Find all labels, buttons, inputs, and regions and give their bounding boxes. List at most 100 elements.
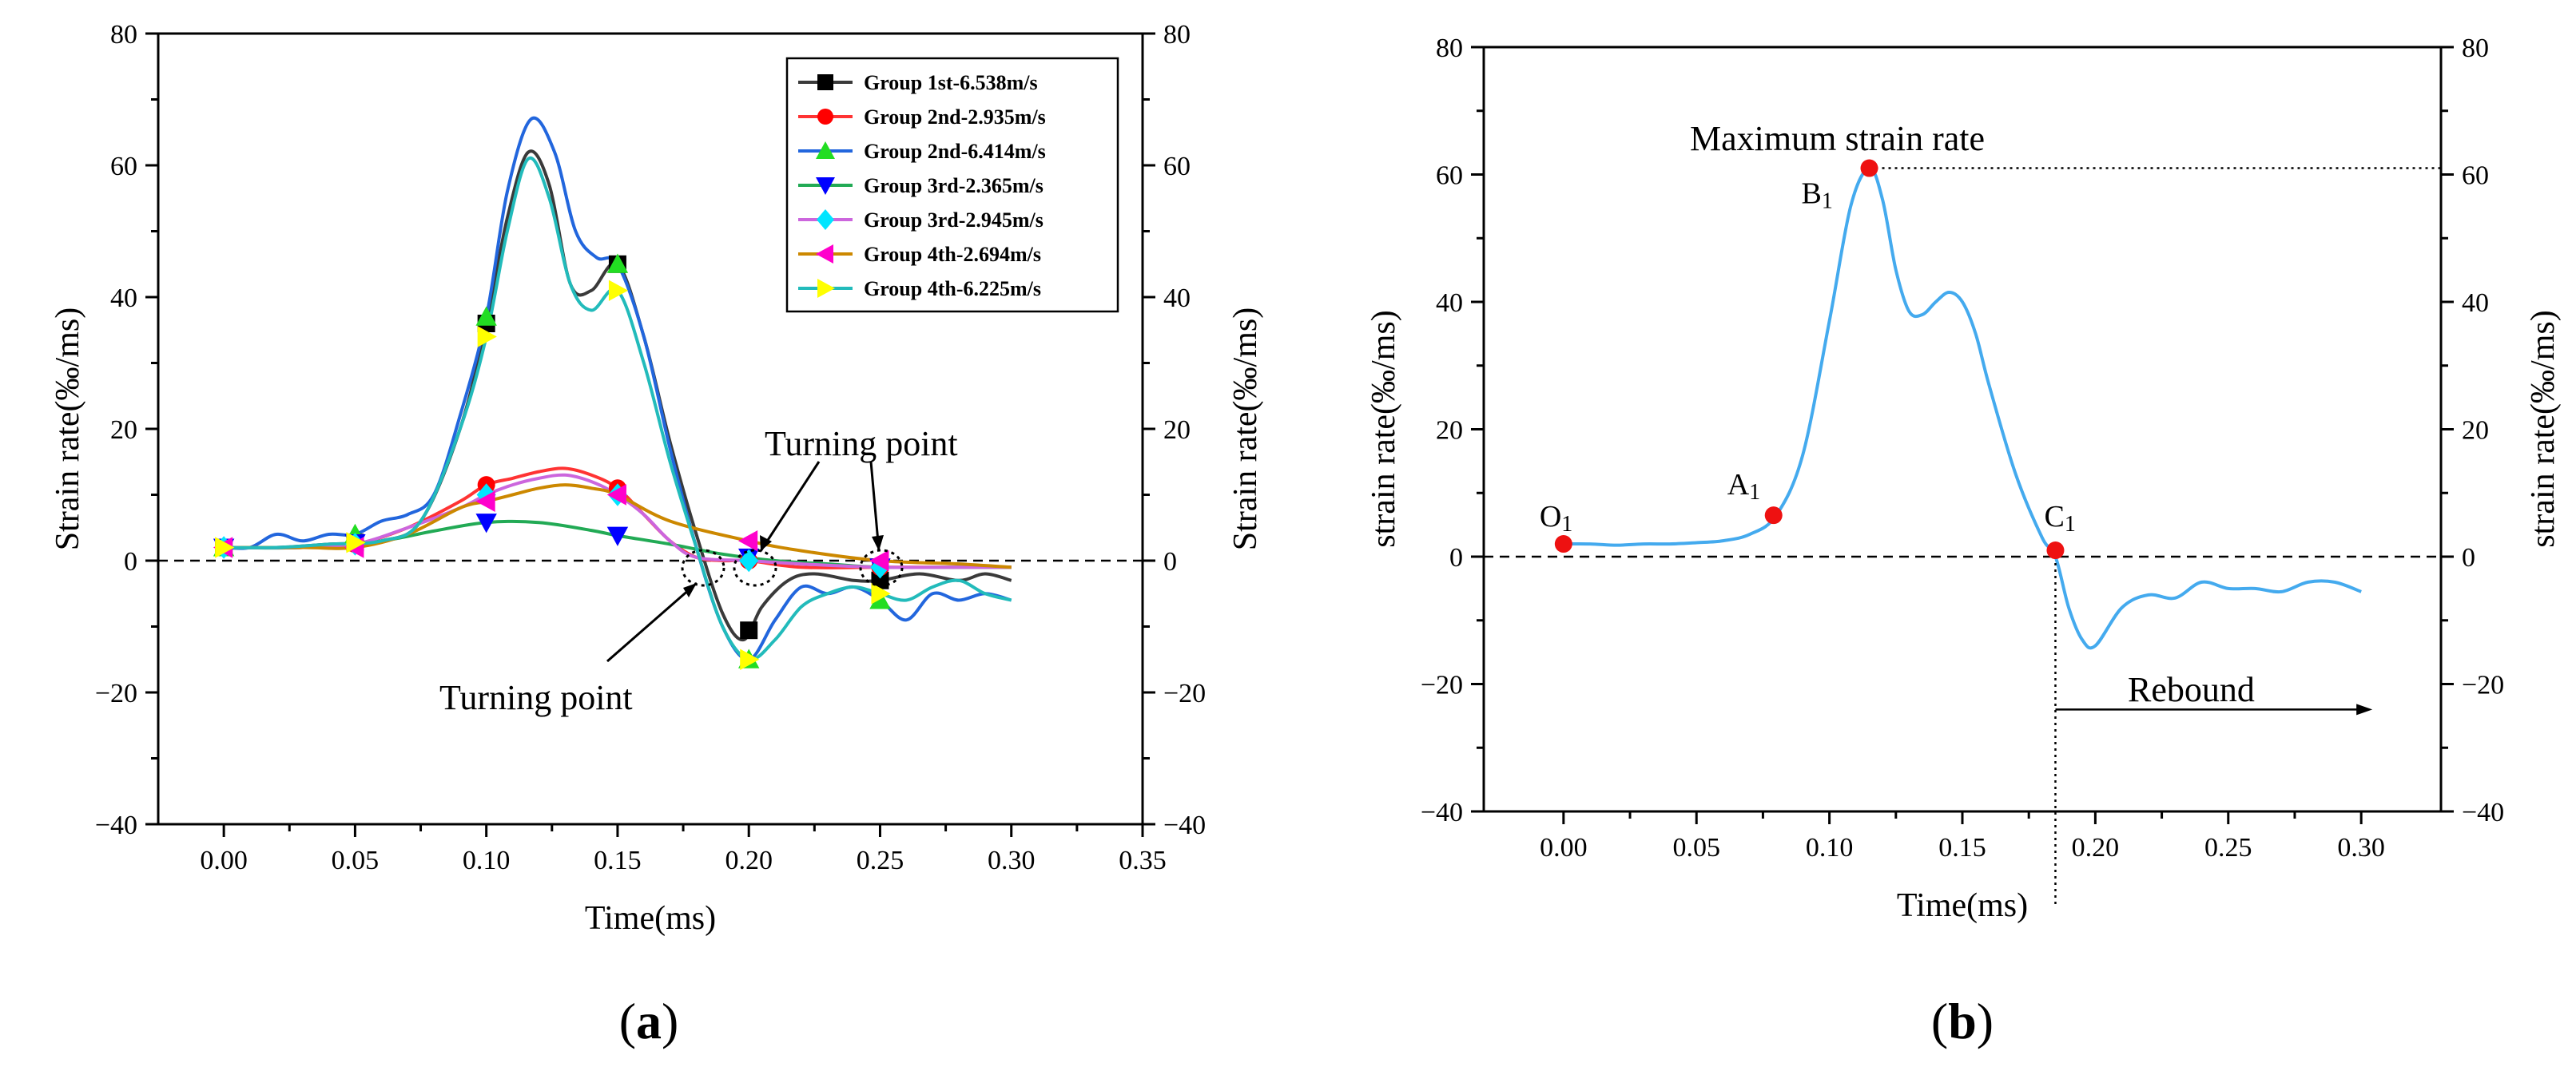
x-tick-label: 0.10 [1806,833,1854,863]
legend-label: Group 4th-2.694m/s [864,243,1041,266]
chart-panel-b: 0.00 0.05 0.10 0.15 0.20 0.25 0.30 −40 −40 −20 −20… [1366,34,2562,1049]
legend-label: Group 3rd-2.945m/s [864,208,1044,232]
data-point-marker [739,549,759,573]
arrowhead [760,535,772,551]
y-tick-label-right: −40 [1163,811,1206,840]
x-tick-label: 0.05 [1672,833,1720,863]
x-tick-label: 0.10 [463,846,511,875]
y-tick-label: −40 [95,811,137,840]
x-tick-label: 0.15 [594,846,642,875]
y-tick-label-right: 0 [1163,547,1177,577]
y-axis-title-a: Strain rate(‰/ms) [50,307,86,550]
data-point-marker [475,514,497,534]
key-point-label: C1 [2044,500,2075,537]
y-tick-label-right: 60 [2462,161,2489,191]
x-tick-label: 0.20 [725,846,773,875]
x-tick-label: 0.20 [2072,833,2120,863]
data-point-marker [869,549,889,572]
y-tick-label: −20 [95,679,137,708]
y-tick-label-right: 60 [1163,152,1191,181]
key-point-marker [1764,506,1783,525]
key-point-marker [1554,535,1572,553]
y-tick-label: 20 [1436,416,1463,446]
legend-label: Group 1st-6.538m/s [864,71,1038,94]
y-tick-label-right: 40 [2462,288,2489,318]
y-tick-label-right: 80 [1163,20,1191,50]
x-tick-label: 0.00 [1540,833,1588,863]
arrowhead [872,535,884,551]
y-tick-label: −20 [1421,671,1463,700]
data-point-marker [816,244,833,264]
key-point-marker [1860,159,1878,177]
data-point-marker [608,280,629,301]
data-point-marker [738,530,758,552]
panel-label-a: (a) [619,993,679,1049]
annotation-rebound: Rebound [2128,670,2255,709]
y-tick-label: 80 [1436,34,1463,63]
y-tick-label: 60 [110,152,137,181]
y-tick-label: 60 [1436,161,1463,191]
y-tick-label-right: −20 [2462,671,2504,700]
plot-frame-b [1482,46,2443,813]
data-point-marker [817,74,833,90]
x-tick-label: 0.05 [332,846,380,875]
y-tick-label: 20 [110,415,137,445]
data-point-marker [816,177,835,195]
arrowhead [683,583,697,597]
data-point-marker [817,209,834,230]
legend-label: Group 2nd-6.414m/s [864,140,1046,163]
chart-panel-a: 0.00 0.05 0.10 0.15 0.20 0.25 0.30 0.35 −40 −40 −2… [50,20,1264,1049]
panel-label-b: (b) [1931,993,1994,1049]
strain-annotations: Maximum strain rate Rebound [1690,119,2441,906]
data-point-marker [817,109,833,125]
turning-point-circle [859,549,904,587]
y-tick-label-right: 20 [1163,415,1191,445]
data-point-marker [816,141,835,159]
annotation-arrow [606,581,698,663]
x-tick-label: 0.30 [2337,833,2385,863]
turning-point-annotations: Turning point Turning point [439,424,958,717]
y-axis-title-right-b: strain rate(‰/ms) [2525,310,2562,547]
legend-label: Group 2nd-2.935m/s [864,105,1046,129]
series-line [1563,166,2362,650]
data-point-marker [215,537,235,558]
x-tick-label: 0.35 [1119,846,1167,875]
x-tick-label: 0.30 [988,846,1036,875]
data-point-marker [475,490,495,512]
y-axis-title-b: strain rate(‰/ms) [1366,310,1402,547]
y-tick-label-right: 80 [2462,34,2489,63]
data-point-marker [346,532,366,553]
data-point-marker [606,253,629,273]
y-tick-label-right: 40 [1163,284,1191,313]
y-tick-label-right: 20 [2462,416,2489,446]
y-tick-label: 0 [1449,543,1463,573]
legend-label: Group 3rd-2.365m/s [864,174,1044,197]
data-point-marker [475,306,497,326]
y-tick-label: −40 [1421,798,1463,827]
data-point-marker [871,583,891,605]
y-tick-label: 0 [124,547,137,577]
legend: Group 1st-6.538m/s Group 2nd-2.935m/s Grou… [785,57,1119,313]
x-tick-label: 0.15 [1938,833,1986,863]
turning-point-circle [733,549,777,587]
y-tick-label-right: −40 [2462,798,2504,827]
annotation-turning-point-lower: Turning point [439,678,633,717]
annotation-maximum-strain-rate: Maximum strain rate [1690,119,1985,158]
data-point-marker [740,621,758,640]
data-point-marker [476,483,496,506]
y-tick-label: 80 [110,20,137,50]
x-axis-title-a: Time(ms) [585,900,716,937]
turning-point-circle [681,549,725,587]
data-point-marker [871,571,889,589]
data-point-marker [817,279,835,298]
y-tick-label-right: 0 [2462,543,2475,573]
y-tick-label-right: −20 [1163,679,1206,708]
data-point-marker [606,526,629,546]
arrowhead [2356,704,2373,716]
x-axis-title-b: Time(ms) [1897,887,2028,924]
x-tick-label: 0.25 [2204,833,2252,863]
key-point-marker [2046,541,2065,560]
y-axis-title-right-a: Strain rate(‰/ms) [1227,307,1264,550]
data-point-marker [606,484,626,506]
